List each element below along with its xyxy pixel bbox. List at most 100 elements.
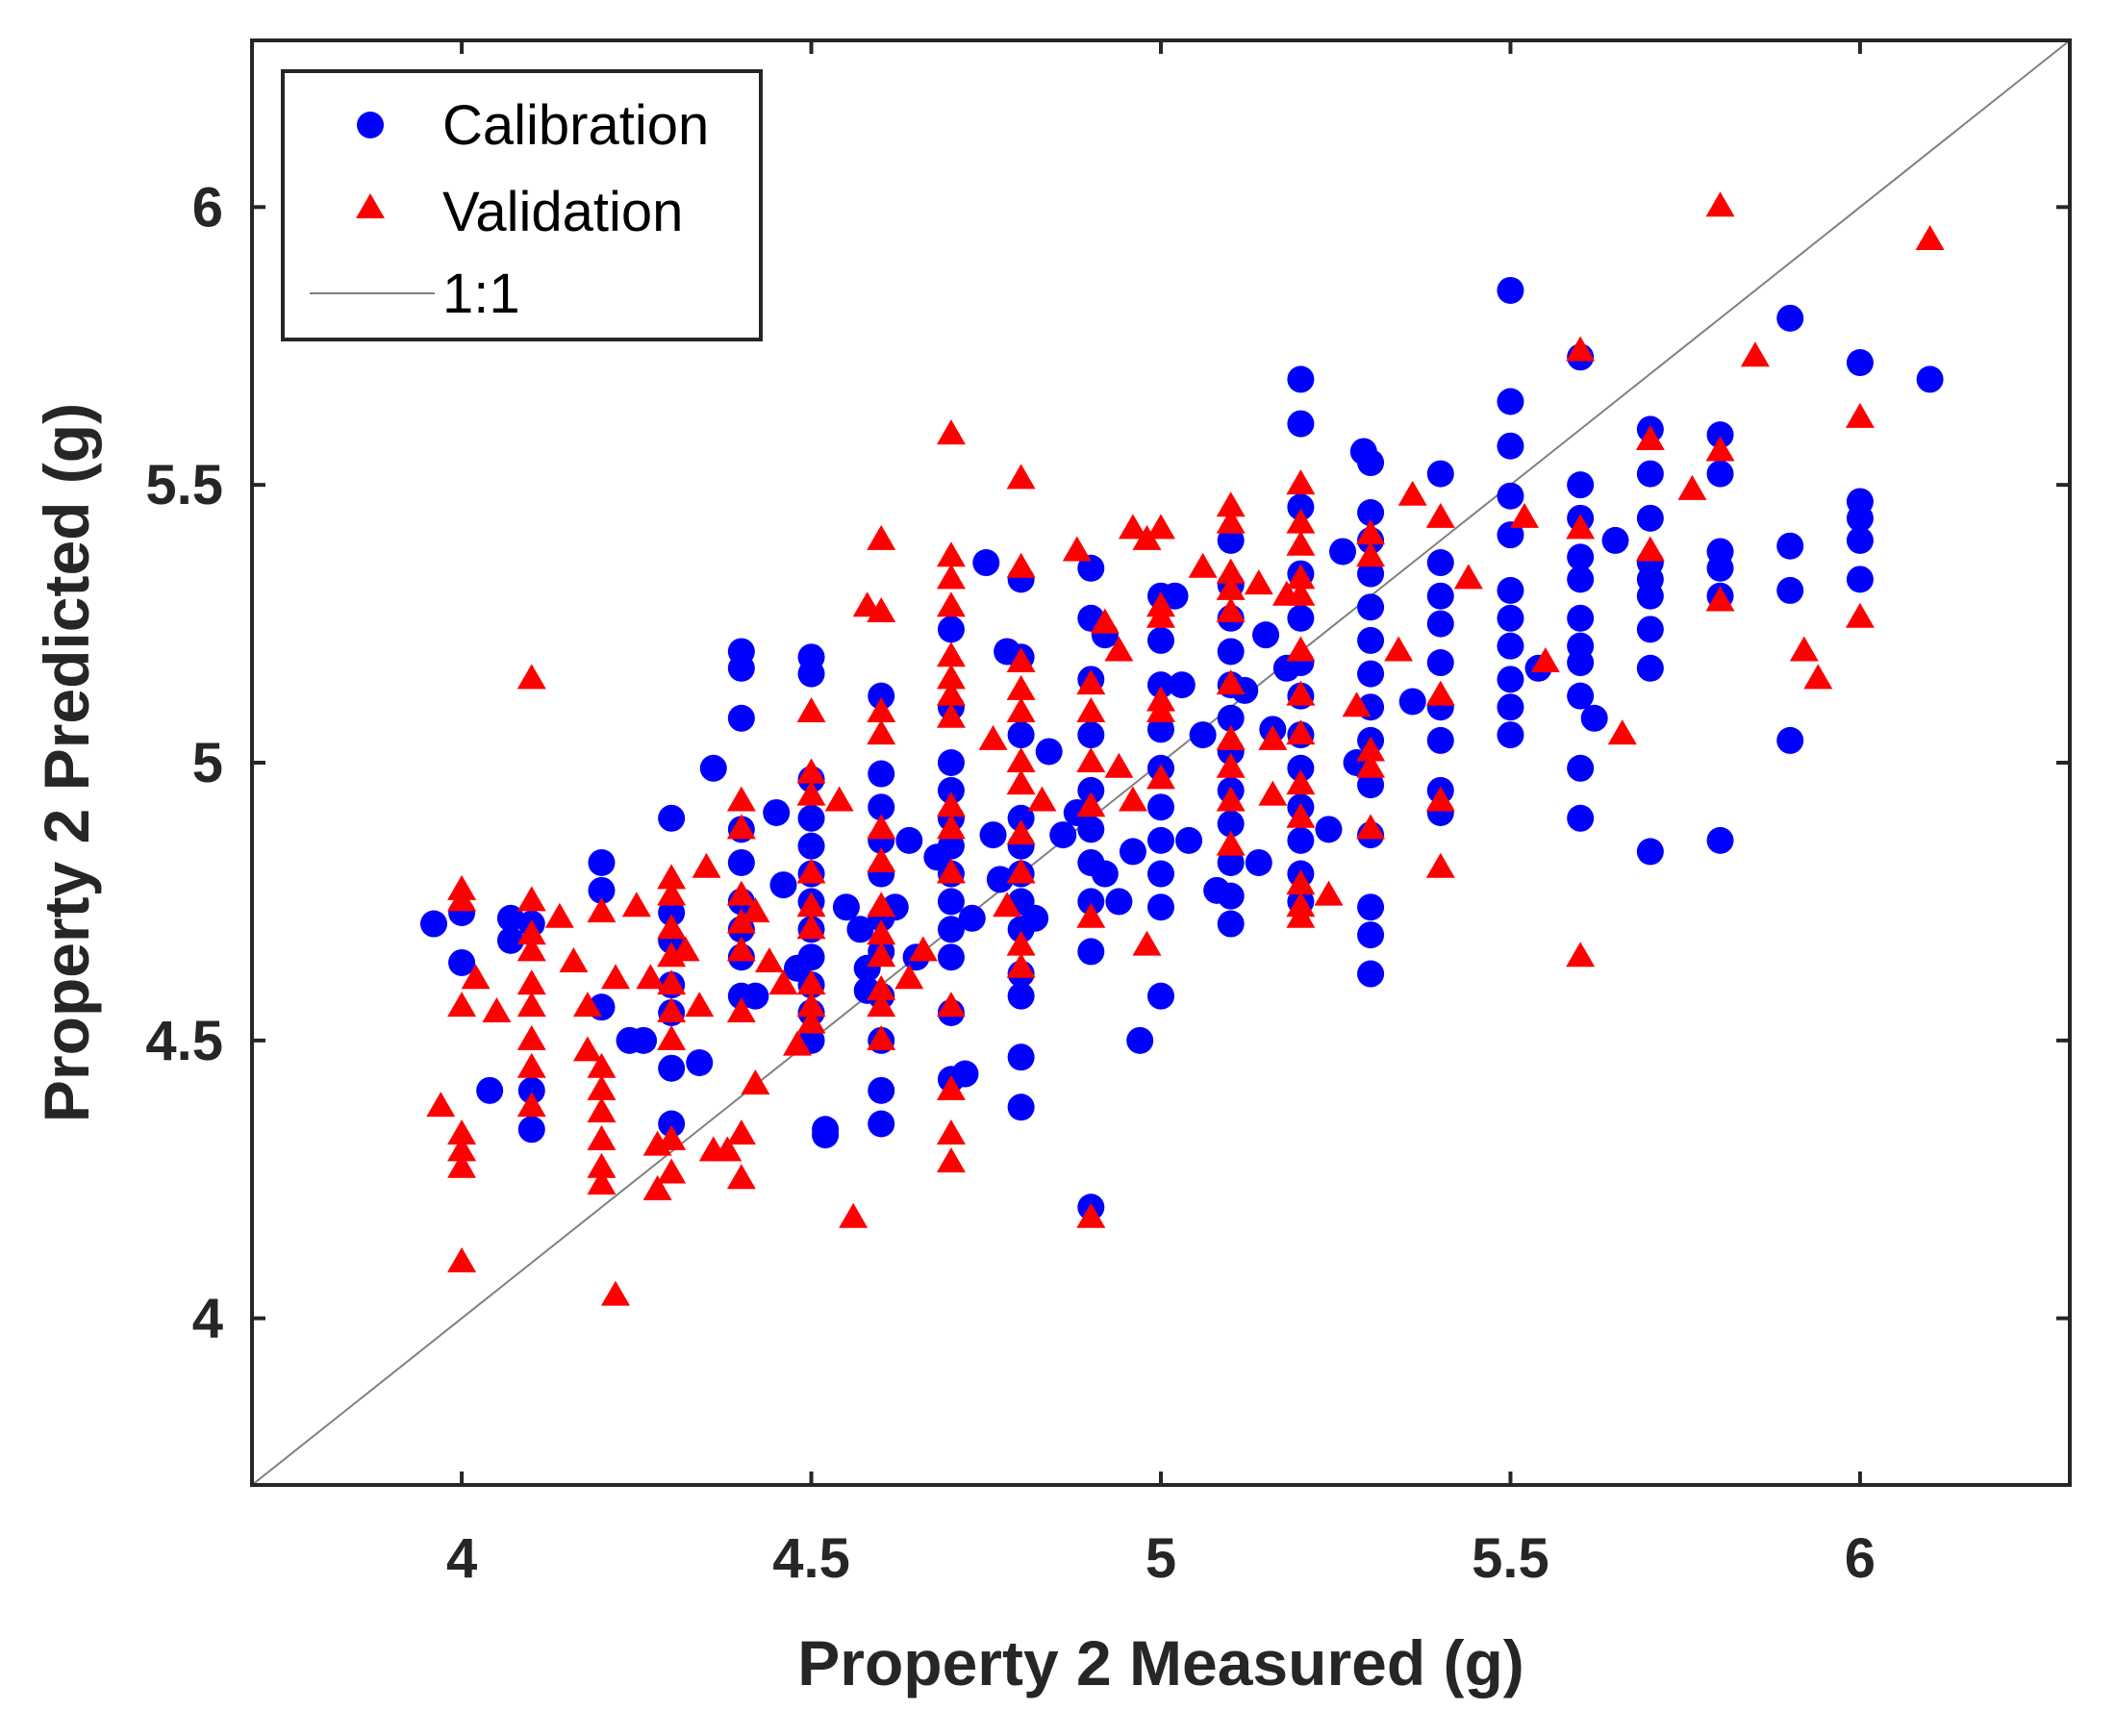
- calibration-point: [1497, 721, 1524, 749]
- validation-point: [1677, 474, 1707, 500]
- calibration-point: [1776, 532, 1804, 560]
- validation-point: [1076, 1202, 1106, 1228]
- calibration-point: [937, 888, 965, 916]
- validation-point: [936, 419, 966, 445]
- validation-point: [1006, 647, 1036, 673]
- validation-point: [1510, 502, 1539, 528]
- calibration-point: [769, 871, 797, 899]
- validation-point: [1705, 191, 1735, 217]
- validation-point: [516, 992, 546, 1018]
- validation-point: [657, 969, 687, 995]
- validation-point: [516, 1092, 546, 1118]
- validation-point: [796, 969, 826, 995]
- calibration-point: [1021, 904, 1049, 932]
- calibration-point: [1357, 449, 1385, 477]
- calibration-point: [763, 798, 791, 826]
- calibration-point: [1217, 848, 1245, 876]
- calibration-point: [1217, 882, 1245, 910]
- validation-point: [587, 896, 617, 922]
- validation-point: [1076, 747, 1106, 772]
- validation-point: [1397, 480, 1427, 506]
- calibration-point: [420, 910, 447, 938]
- validation-point: [867, 524, 896, 550]
- calibration-point: [1315, 816, 1343, 843]
- validation-point: [1062, 536, 1092, 562]
- axis-ticks: 4 4.5 5 5.5 6 4 4.5 5 5.5 6: [145, 40, 2070, 1590]
- validation-point: [867, 719, 896, 745]
- calibration-point: [937, 832, 965, 860]
- validation-point: [1425, 680, 1455, 706]
- calibration-point: [868, 793, 895, 821]
- calibration-point: [658, 804, 686, 832]
- validation-point: [1845, 602, 1875, 628]
- calibration-point: [1007, 1094, 1035, 1121]
- calibration-point: [1007, 982, 1035, 1010]
- calibration-point: [1147, 793, 1174, 821]
- validation-point: [1356, 519, 1386, 545]
- calibration-point: [1287, 410, 1315, 438]
- calibration-point: [1426, 649, 1454, 677]
- calibration-point: [1846, 349, 1874, 377]
- validation-point: [1146, 514, 1175, 540]
- validation-point: [796, 758, 826, 784]
- validation-point: [447, 1136, 477, 1162]
- calibration-point: [1287, 754, 1315, 782]
- calibration-point: [1567, 649, 1595, 677]
- calibration-point: [658, 1054, 686, 1082]
- calibration-point: [727, 704, 755, 732]
- validation-point: [1146, 697, 1175, 723]
- validation-point: [601, 964, 630, 990]
- validation-point: [936, 702, 966, 728]
- validation-point: [1132, 930, 1162, 956]
- calibration-point: [1035, 738, 1063, 766]
- validation-point: [587, 1124, 617, 1150]
- calibration-point: [1706, 421, 1734, 449]
- validation-point: [1216, 669, 1246, 695]
- validation-point: [978, 724, 1008, 750]
- validation-point: [1006, 930, 1036, 956]
- calibration-point: [1287, 493, 1315, 521]
- calibration-point: [1091, 860, 1119, 888]
- validation-point: [726, 786, 756, 812]
- calibration-point: [1147, 893, 1174, 921]
- calibration-point: [1426, 582, 1454, 610]
- validation-point: [516, 886, 546, 912]
- y-tick-label: 4: [192, 1288, 223, 1350]
- validation-point: [1104, 752, 1134, 778]
- calibration-point: [448, 948, 476, 976]
- calibration-point: [1776, 726, 1804, 754]
- validation-point: [936, 1120, 966, 1145]
- calibration-point: [1217, 638, 1245, 666]
- validation-point: [1803, 664, 1833, 690]
- validation-point: [1286, 508, 1316, 534]
- validation-point: [482, 996, 512, 1022]
- validation-point: [796, 1008, 826, 1034]
- validation-point: [587, 1096, 617, 1122]
- calibration-point: [1776, 576, 1804, 604]
- calibration-point: [868, 682, 895, 710]
- calibration-point: [1567, 604, 1595, 632]
- validation-point: [426, 1092, 456, 1118]
- validation-point: [754, 946, 784, 972]
- y-tick-label: 5.5: [145, 454, 223, 516]
- y-tick-label: 6: [192, 176, 223, 239]
- validation-point: [1216, 752, 1246, 778]
- validation-point: [657, 1024, 687, 1050]
- y-tick-label: 4.5: [145, 1010, 223, 1072]
- calibration-point: [1287, 365, 1315, 393]
- validation-point: [1915, 224, 1945, 250]
- validation-point: [642, 1174, 672, 1200]
- calibration-point: [1105, 888, 1133, 916]
- calibration-point: [1776, 304, 1804, 332]
- validation-point: [867, 992, 896, 1018]
- legend-calibration-marker: [357, 112, 384, 138]
- validation-point: [1286, 680, 1316, 706]
- y-tick-label: 5: [192, 732, 223, 794]
- validation-point: [1384, 636, 1414, 662]
- calibration-point: [937, 749, 965, 776]
- calibration-point: [1217, 810, 1245, 838]
- calibration-point: [937, 916, 965, 943]
- validation-point: [936, 814, 966, 840]
- y-axis-label: Property 2 Predicted (g): [31, 403, 102, 1122]
- validation-point: [796, 992, 826, 1018]
